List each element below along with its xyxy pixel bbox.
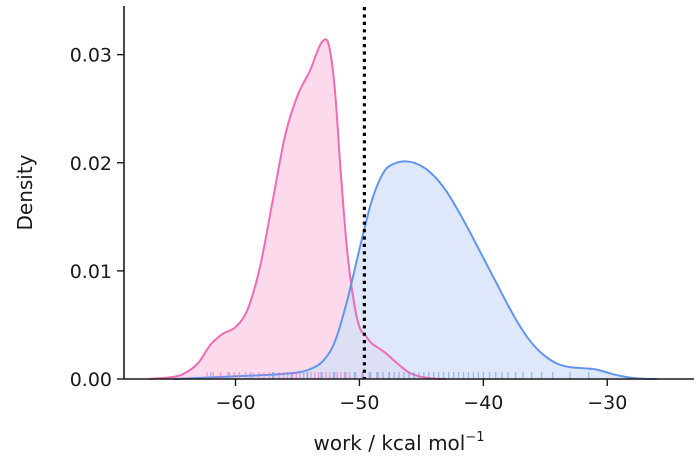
y-tick-label: 0.03 xyxy=(70,45,112,67)
x-axis-label: work / kcal mol−1 xyxy=(313,430,484,455)
x-tick-label: −60 xyxy=(215,392,255,414)
x-tick-label: −30 xyxy=(587,392,627,414)
y-tick-label: 0.00 xyxy=(70,369,112,391)
series-2-area xyxy=(173,161,657,379)
y-tick-label: 0.02 xyxy=(70,153,112,175)
series-2-line xyxy=(173,160,657,380)
series-1-line xyxy=(148,38,447,380)
x-axis-label-main: work / kcal mol xyxy=(313,431,465,455)
plot-area xyxy=(148,7,657,380)
axes xyxy=(123,6,694,380)
x-axis-label-superscript: −1 xyxy=(465,430,484,445)
x-tick-label: −50 xyxy=(339,392,379,414)
y-axis-label: Density xyxy=(13,154,37,230)
x-tick-label: −40 xyxy=(463,392,503,414)
ticks: −60 −50 −40 −30 0.00 0.01 0.02 0.03 xyxy=(70,45,628,414)
series-1-area xyxy=(148,39,447,379)
y-tick-label: 0.01 xyxy=(70,261,112,283)
